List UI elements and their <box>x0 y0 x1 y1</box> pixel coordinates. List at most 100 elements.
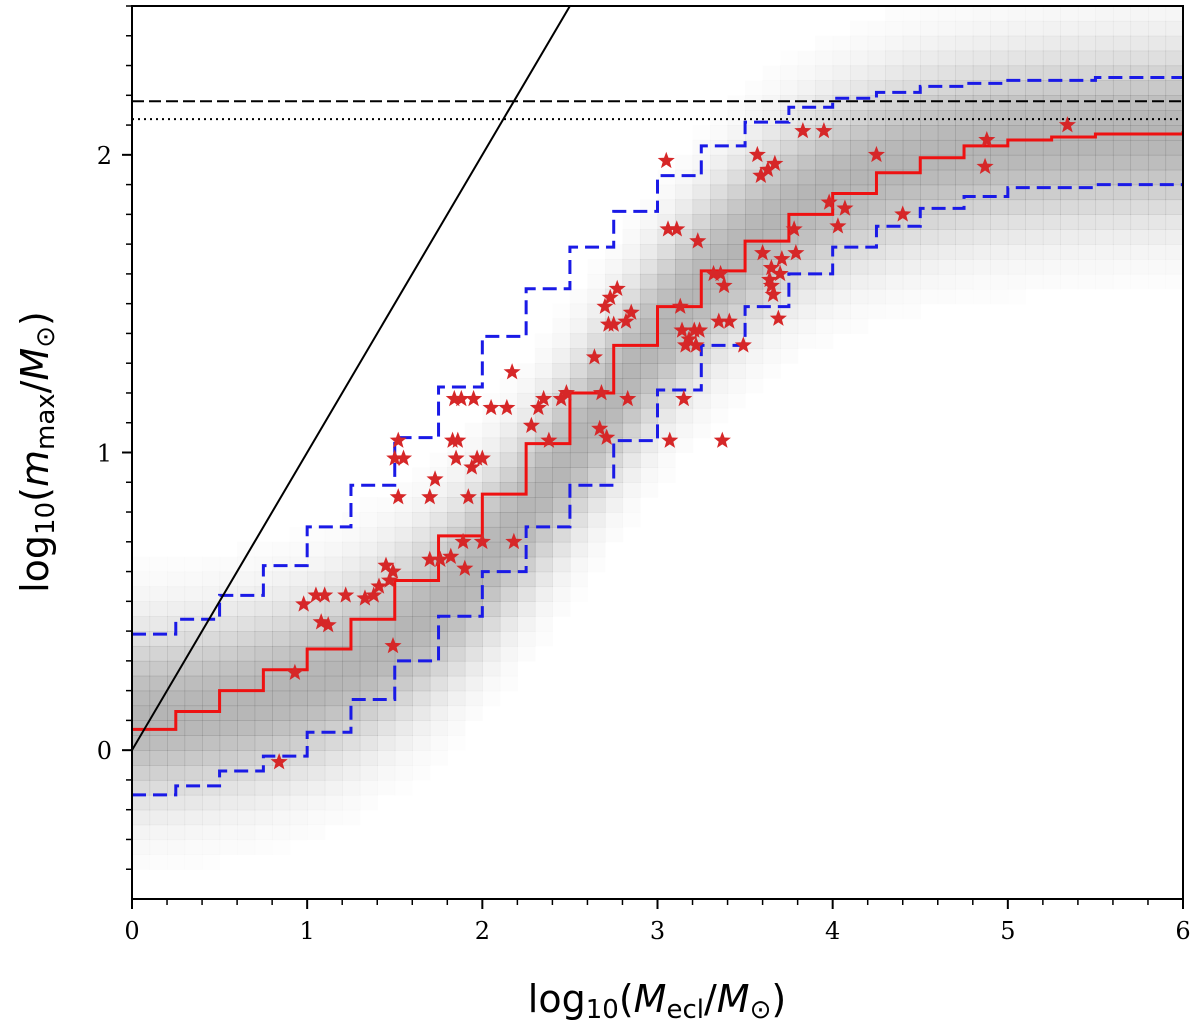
density-cell <box>219 616 238 632</box>
density-cell <box>342 541 361 558</box>
density-cell <box>780 51 798 66</box>
series-line-envelope-dashed-step-2 <box>132 183 1183 797</box>
density-cell <box>534 467 553 483</box>
density-cell <box>692 199 711 215</box>
density-cell <box>1147 6 1167 22</box>
density-cell <box>202 854 220 869</box>
density-cell <box>464 512 483 528</box>
density-cell <box>465 423 483 438</box>
density-cell <box>1025 65 1044 82</box>
density-cell <box>902 259 921 275</box>
density-cell <box>184 809 203 826</box>
density-cell <box>850 273 869 290</box>
density-cell <box>850 21 868 36</box>
density-cell <box>289 675 308 692</box>
density-cell <box>149 586 168 602</box>
density-cell <box>570 586 588 601</box>
density-cell <box>307 631 326 647</box>
density-cell <box>482 422 501 439</box>
density-cell <box>219 675 238 692</box>
density-cell <box>1077 244 1097 260</box>
data-point-star <box>769 309 787 326</box>
density-cell <box>587 497 606 513</box>
density-cell <box>639 467 659 483</box>
density-cell <box>307 556 326 573</box>
data-point-star <box>585 348 603 365</box>
data-point-star <box>836 199 854 216</box>
density-cell <box>920 35 939 52</box>
density-cell <box>745 348 764 364</box>
data-point-star <box>766 154 784 172</box>
density-cell <box>920 169 939 186</box>
density-cell <box>184 750 203 766</box>
density-cell <box>622 378 641 394</box>
density-cell <box>850 199 869 215</box>
density-cell <box>815 110 834 126</box>
density-cell <box>535 333 553 348</box>
density-cell <box>622 348 641 364</box>
density-cell <box>604 407 624 424</box>
density-cell <box>1130 6 1149 22</box>
density-cell <box>1165 20 1183 37</box>
density-cell <box>587 452 606 468</box>
density-cell <box>167 824 186 841</box>
density-cell <box>587 437 606 454</box>
density-cell <box>955 95 974 111</box>
density-cell <box>482 675 501 692</box>
density-cell <box>447 645 466 662</box>
density-cell <box>1165 259 1183 275</box>
density-cell <box>254 645 273 662</box>
density-cell <box>990 259 1009 275</box>
density-cell <box>972 65 991 82</box>
density-cell <box>885 20 904 37</box>
density-cell <box>762 244 781 260</box>
density-cell <box>149 675 168 692</box>
density-cell <box>920 199 939 215</box>
data-point-star <box>394 449 413 466</box>
density-cell <box>132 616 151 632</box>
density-cell <box>447 512 466 528</box>
density-cell <box>517 363 535 378</box>
density-cell <box>867 288 886 305</box>
density-cell <box>832 125 851 141</box>
density-cell <box>149 839 168 855</box>
data-point-star <box>829 217 847 234</box>
density-cell <box>359 750 378 766</box>
density-cell <box>1147 184 1167 201</box>
density-cell <box>324 690 343 707</box>
density-cell <box>394 601 413 617</box>
density-cell <box>937 273 956 290</box>
density-cell <box>307 735 326 751</box>
density-cell <box>622 512 640 527</box>
density-cell <box>797 214 816 230</box>
density-cell <box>1060 20 1079 37</box>
density-cell <box>920 244 939 260</box>
density-cell <box>359 765 378 781</box>
density-cell <box>1147 95 1167 111</box>
density-cell <box>482 691 500 706</box>
density-cell <box>902 288 921 305</box>
density-cell <box>920 273 939 290</box>
density-cell <box>1148 274 1166 289</box>
data-point-star <box>503 363 521 380</box>
data-point-star <box>389 488 407 505</box>
density-cell <box>237 675 256 692</box>
density-cell <box>132 824 151 841</box>
density-cell <box>815 50 834 67</box>
density-cell <box>937 244 956 260</box>
density-cell <box>324 735 343 751</box>
density-cell <box>1007 6 1026 22</box>
density-cell <box>832 50 851 67</box>
density-cell <box>552 556 571 573</box>
density-cell <box>885 50 904 67</box>
density-cell <box>167 601 186 617</box>
density-cell <box>360 795 378 810</box>
density-cell <box>272 645 291 662</box>
density-cell <box>552 571 571 588</box>
data-point-star <box>540 431 558 448</box>
density-cell <box>745 363 764 379</box>
density-cell <box>517 586 536 602</box>
density-cell <box>728 95 746 110</box>
density-cell <box>920 184 939 201</box>
density-cell <box>867 65 886 82</box>
